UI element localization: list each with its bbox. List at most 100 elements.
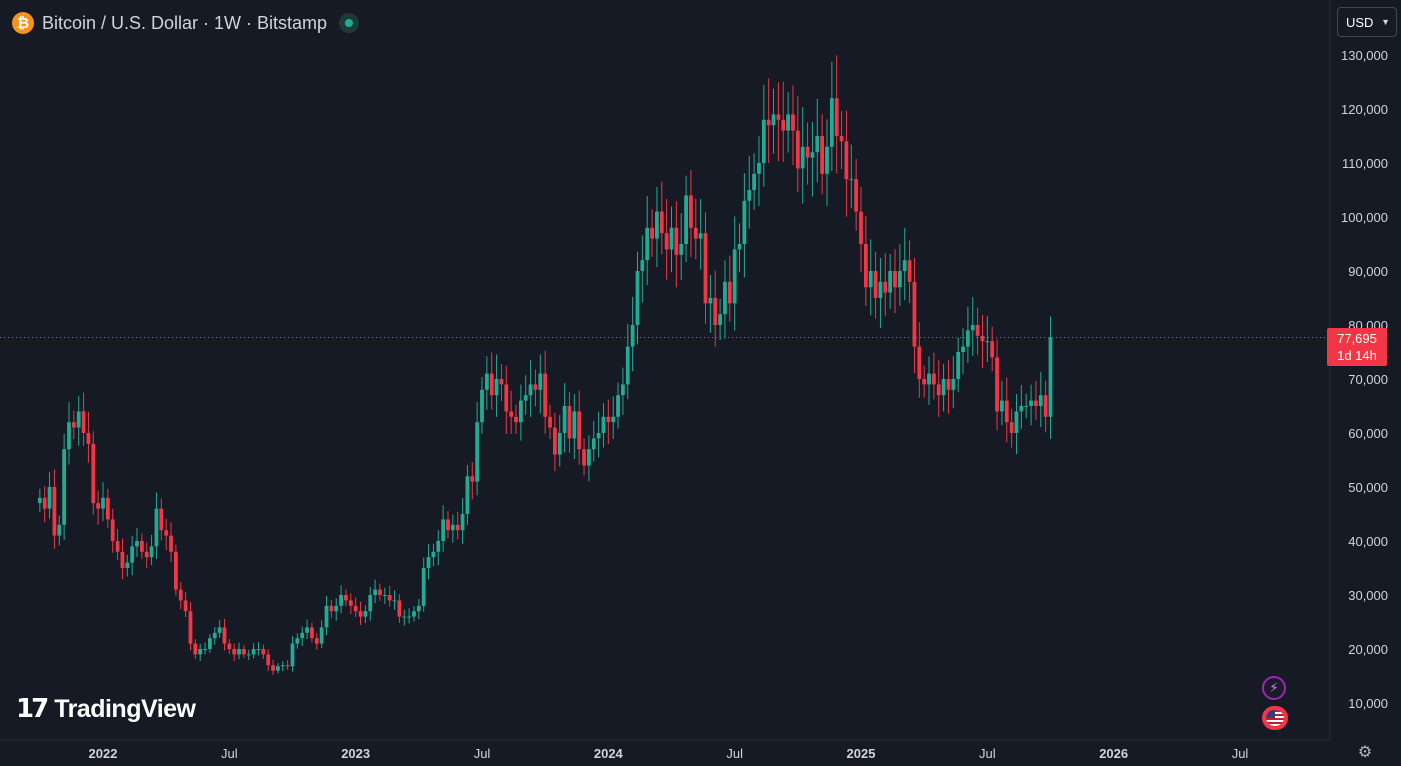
candle-body: [655, 211, 659, 239]
candle-body: [912, 281, 917, 347]
candle-body: [96, 503, 101, 509]
candle-body: [450, 524, 455, 531]
candle-body: [664, 233, 669, 250]
candle-body: [86, 433, 91, 444]
candle-body: [698, 233, 703, 239]
candle-body: [397, 600, 402, 617]
candle-body: [684, 195, 688, 244]
candle-body: [927, 373, 931, 385]
candle-body: [446, 519, 450, 531]
candle-body: [863, 244, 868, 288]
candle-body: [266, 654, 271, 666]
candle-body: [489, 373, 494, 396]
candle-body: [71, 422, 76, 428]
candle-body: [1019, 406, 1024, 412]
candle-body: [829, 98, 834, 147]
candle-body: [815, 136, 820, 153]
candle-body: [936, 384, 941, 396]
candle-body: [421, 568, 426, 606]
y-tick-label: 60,000: [1348, 426, 1388, 441]
candle-body: [562, 406, 567, 433]
candle-body: [101, 497, 105, 509]
candle-body: [295, 638, 300, 644]
candle-body: [305, 627, 309, 633]
candle-body: [635, 271, 640, 325]
candle-body: [480, 389, 484, 423]
candle-body: [256, 649, 261, 650]
candle-body: [868, 271, 873, 288]
candle-body: [713, 298, 718, 325]
candle-body: [76, 411, 81, 428]
candle-body: [995, 357, 999, 412]
last-price-badge: 77,695 1d 14h: [1327, 328, 1387, 366]
candle-body: [606, 416, 611, 423]
candle-body: [582, 449, 586, 466]
y-tick-label: 30,000: [1348, 588, 1388, 603]
candle-body: [800, 146, 805, 169]
candle-body: [897, 271, 902, 288]
x-tick-label: Jul: [474, 746, 491, 761]
candle-body: [169, 535, 173, 552]
candle-body: [348, 600, 353, 606]
candle-body: [757, 163, 761, 174]
candle-body: [392, 600, 397, 602]
candle-body: [164, 530, 169, 536]
last-price-value: 77,695: [1337, 331, 1377, 346]
candle-body: [237, 649, 241, 655]
candle-body: [334, 605, 339, 612]
tradingview-logo[interactable]: 17 TradingView: [16, 694, 196, 724]
candle-body: [567, 406, 572, 439]
bitcoin-icon: ₿: [12, 12, 34, 34]
candle-body: [552, 427, 557, 455]
candle-body: [1009, 422, 1014, 433]
candle-body: [766, 119, 771, 126]
currency-select[interactable]: USD ▼: [1337, 7, 1397, 37]
candle-body: [810, 152, 815, 158]
candle-body: [222, 627, 227, 644]
gear-icon[interactable]: ⚙: [1357, 744, 1373, 761]
y-tick-label: 100,000: [1341, 210, 1388, 225]
candle-body: [523, 395, 528, 401]
candle-body: [849, 179, 854, 181]
candle-body: [378, 589, 382, 595]
y-tick-label: 120,000: [1341, 102, 1388, 117]
us-flag-icon[interactable]: [1262, 706, 1288, 730]
candle-body: [1004, 400, 1009, 423]
candle-body: [276, 666, 280, 671]
candle-body: [820, 136, 825, 174]
candle-body: [149, 546, 154, 558]
candle-body: [232, 649, 237, 655]
candle-body: [965, 330, 970, 347]
candle-body: [902, 260, 907, 271]
candle-body: [761, 119, 766, 163]
candle-body: [42, 497, 47, 509]
candle-body: [625, 346, 630, 385]
candle-body: [873, 271, 878, 298]
y-tick-label: 50,000: [1348, 480, 1388, 495]
candle-body: [659, 211, 664, 234]
candle-body: [271, 665, 275, 671]
candle-body: [499, 379, 504, 385]
candle-body: [883, 281, 888, 293]
candle-body: [115, 541, 120, 552]
candle-body: [484, 373, 489, 390]
candle-body: [412, 611, 416, 617]
candle-body: [344, 595, 348, 601]
symbol-title[interactable]: Bitcoin / U.S. Dollar · 1W · Bitstamp: [42, 12, 328, 33]
lightning-icon[interactable]: ⚡: [1262, 676, 1286, 700]
live-dot-icon[interactable]: [339, 13, 360, 33]
candle-body: [533, 384, 538, 390]
candle-body: [1038, 395, 1043, 406]
y-axis: 10,000 20,000 30,000 40,000 50,000 60,000 70,0…: [1341, 48, 1388, 711]
candle-body: [198, 649, 203, 655]
candle-body: [81, 411, 86, 433]
candle-body: [460, 514, 465, 531]
candle-body: [159, 508, 164, 531]
candle-body: [353, 605, 358, 612]
candle-body: [290, 643, 295, 667]
candle-body: [52, 487, 57, 536]
candle-body: [596, 433, 601, 439]
candle-body: [455, 524, 460, 531]
candle-body: [251, 649, 256, 655]
